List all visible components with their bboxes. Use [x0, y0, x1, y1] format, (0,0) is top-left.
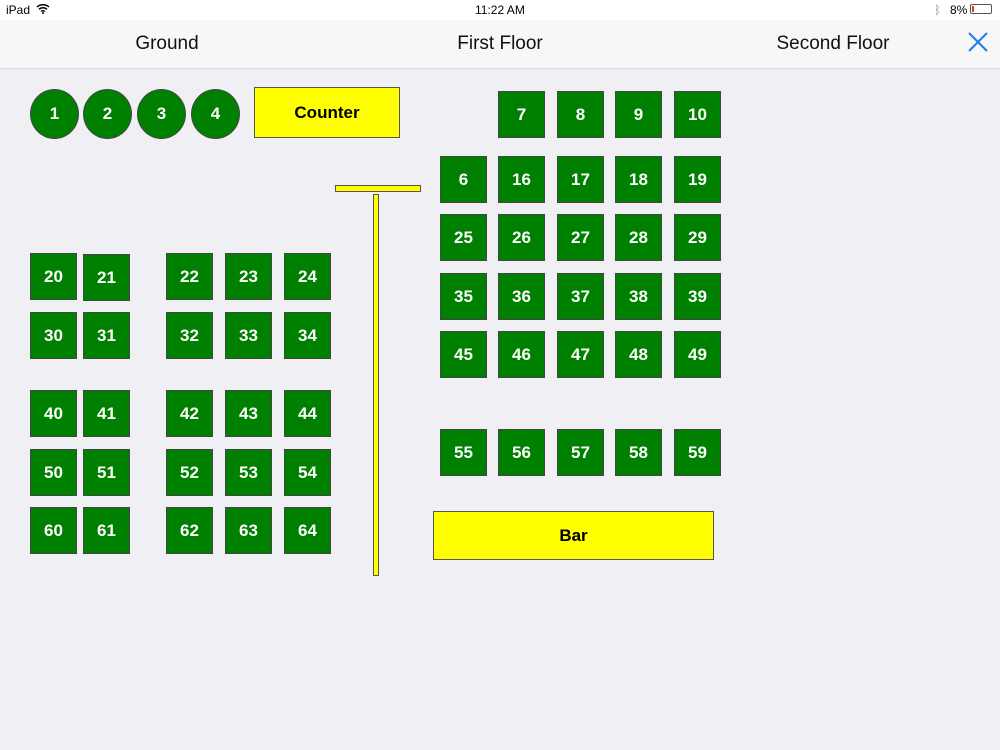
table-22[interactable]: 22	[166, 253, 213, 300]
close-icon[interactable]	[966, 28, 990, 56]
table-9[interactable]: 9	[615, 91, 662, 138]
table-17[interactable]: 17	[557, 156, 604, 203]
table-10[interactable]: 10	[674, 91, 721, 138]
table-31[interactable]: 31	[83, 312, 130, 359]
table-35[interactable]: 35	[440, 273, 487, 320]
table-8[interactable]: 8	[557, 91, 604, 138]
partition-wall	[373, 194, 379, 576]
table-25[interactable]: 25	[440, 214, 487, 261]
table-43[interactable]: 43	[225, 390, 272, 437]
table-1[interactable]: 1	[30, 89, 79, 139]
table-42[interactable]: 42	[166, 390, 213, 437]
clock: 11:22 AM	[475, 3, 525, 17]
table-54[interactable]: 54	[284, 449, 331, 496]
table-18[interactable]: 18	[615, 156, 662, 203]
table-60[interactable]: 60	[30, 507, 77, 554]
table-45[interactable]: 45	[440, 331, 487, 378]
table-40[interactable]: 40	[30, 390, 77, 437]
table-55[interactable]: 55	[440, 429, 487, 476]
table-7[interactable]: 7	[498, 91, 545, 138]
table-4[interactable]: 4	[191, 89, 240, 139]
battery-icon	[970, 4, 992, 14]
table-64[interactable]: 64	[284, 507, 331, 554]
table-59[interactable]: 59	[674, 429, 721, 476]
table-30[interactable]: 30	[30, 312, 77, 359]
table-20[interactable]: 20	[30, 253, 77, 300]
table-46[interactable]: 46	[498, 331, 545, 378]
table-53[interactable]: 53	[225, 449, 272, 496]
table-2[interactable]: 2	[83, 89, 132, 139]
table-39[interactable]: 39	[674, 273, 721, 320]
table-21[interactable]: 21	[83, 254, 130, 301]
table-58[interactable]: 58	[615, 429, 662, 476]
tab-second-floor[interactable]: Second Floor	[776, 33, 890, 54]
table-41[interactable]: 41	[83, 390, 130, 437]
table-49[interactable]: 49	[674, 331, 721, 378]
battery-percent: 8%	[950, 3, 968, 17]
partition-top	[335, 185, 421, 192]
tab-ground[interactable]: Ground	[135, 33, 199, 54]
tab-first-floor[interactable]: First Floor	[457, 33, 543, 54]
table-28[interactable]: 28	[615, 214, 662, 261]
table-33[interactable]: 33	[225, 312, 272, 359]
floor-tabs: Ground First Floor Second Floor	[0, 20, 1000, 69]
table-63[interactable]: 63	[225, 507, 272, 554]
wifi-icon	[36, 3, 50, 17]
table-23[interactable]: 23	[225, 253, 272, 300]
table-26[interactable]: 26	[498, 214, 545, 261]
table-62[interactable]: 62	[166, 507, 213, 554]
table-24[interactable]: 24	[284, 253, 331, 300]
table-36[interactable]: 36	[498, 273, 545, 320]
table-27[interactable]: 27	[557, 214, 604, 261]
table-16[interactable]: 16	[498, 156, 545, 203]
bluetooth-icon: ᛒ	[934, 3, 942, 17]
table-52[interactable]: 52	[166, 449, 213, 496]
bar: Bar	[433, 511, 714, 560]
table-48[interactable]: 48	[615, 331, 662, 378]
status-bar: iPad 11:22 AM ᛒ 8%	[0, 0, 1000, 20]
table-56[interactable]: 56	[498, 429, 545, 476]
table-32[interactable]: 32	[166, 312, 213, 359]
floor-plan: Counter Bar 1 2 3 4 7 8 9 10 6 16 17 18 19 25 26 27 28 29…	[0, 68, 1000, 750]
table-61[interactable]: 61	[83, 507, 130, 554]
table-50[interactable]: 50	[30, 449, 77, 496]
table-44[interactable]: 44	[284, 390, 331, 437]
counter: Counter	[254, 87, 400, 138]
table-51[interactable]: 51	[83, 449, 130, 496]
table-29[interactable]: 29	[674, 214, 721, 261]
table-47[interactable]: 47	[557, 331, 604, 378]
table-3[interactable]: 3	[137, 89, 186, 139]
table-38[interactable]: 38	[615, 273, 662, 320]
device-label: iPad	[6, 3, 31, 17]
table-34[interactable]: 34	[284, 312, 331, 359]
table-37[interactable]: 37	[557, 273, 604, 320]
table-6[interactable]: 6	[440, 156, 487, 203]
table-57[interactable]: 57	[557, 429, 604, 476]
table-19[interactable]: 19	[674, 156, 721, 203]
